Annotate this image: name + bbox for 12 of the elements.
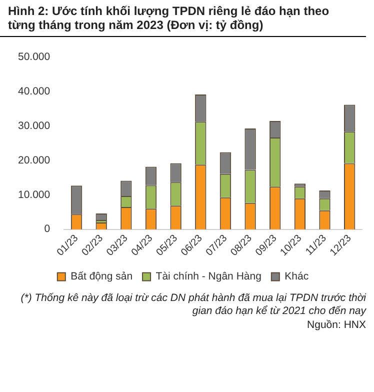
legend-label: Khác xyxy=(284,270,309,282)
chart-title: Hình 2: Ước tính khối lượng TPDN riêng lẻ đáo hạn theo từng tháng trong năm 2023 (Đơn vị: tỷ đồng) xyxy=(0,0,366,37)
y-tick-label: 0 xyxy=(44,222,50,235)
legend-label: Bất động sản xyxy=(70,270,133,282)
text: Nguồn: HNX xyxy=(306,319,366,333)
y-tick-label: 10.000 xyxy=(18,188,50,201)
text: (*) Thống kê này đã loại trừ các DN phát hành đã mua lại TPDN trước thời gian đáo hạn kể từ 2021 cho đến nay xyxy=(20,292,366,320)
y-tick-label: 30.000 xyxy=(18,120,50,132)
y-tick-label: 50.000 xyxy=(18,50,50,63)
legend-label: Tài chính - Ngân Hàng xyxy=(156,270,262,282)
y-tick-label: 40.000 xyxy=(18,85,50,98)
y-tick-label: 20.000 xyxy=(18,154,50,166)
